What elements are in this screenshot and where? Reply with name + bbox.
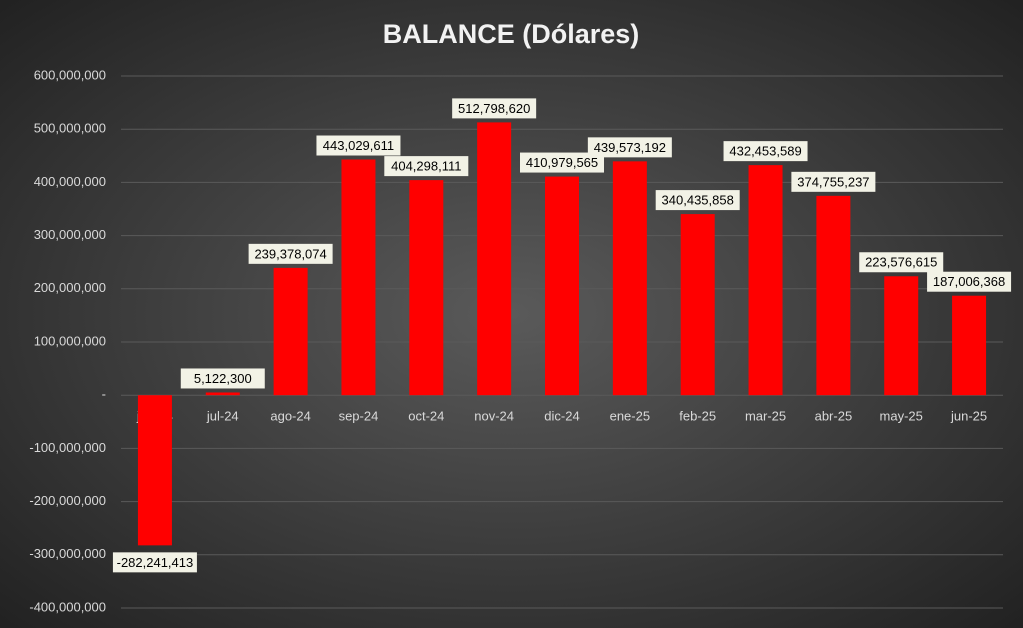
x-tick-label: dic-24: [544, 409, 579, 424]
y-tick-label: -: [102, 387, 106, 402]
data-label-box: [927, 271, 1012, 292]
data-label-box: [723, 141, 808, 162]
bar: [409, 180, 444, 396]
bar: [137, 395, 172, 546]
bar: [477, 122, 512, 396]
y-tick-label: 100,000,000: [34, 333, 106, 348]
bar: [816, 195, 851, 396]
data-label-box: [316, 135, 401, 156]
x-tick-label: nov-24: [474, 409, 514, 424]
y-tick-label: -200,000,000: [29, 493, 106, 508]
data-label: 5,122,300: [194, 371, 252, 386]
y-tick-label: -300,000,000: [29, 546, 106, 561]
x-tick-label: jul-24: [206, 409, 239, 424]
data-label: 223,576,615: [865, 255, 937, 270]
data-label: -282,241,413: [117, 555, 194, 570]
bar: [273, 267, 308, 396]
data-label: 443,029,611: [323, 138, 394, 153]
bar: [680, 214, 715, 396]
y-tick-label: -400,000,000: [29, 599, 106, 614]
x-tick-label: feb-25: [679, 409, 716, 424]
bar: [884, 276, 919, 396]
data-label-box: [452, 98, 537, 119]
data-label: 432,453,589: [729, 144, 801, 159]
data-label: 512,798,620: [458, 101, 530, 116]
x-tick-label: jun-25: [950, 409, 987, 424]
data-label-box: [248, 243, 333, 264]
x-tick-label: may-25: [880, 409, 923, 424]
data-label-box: [520, 152, 604, 173]
x-tick-label: ene-25: [610, 409, 650, 424]
data-label: 410,979,565: [526, 155, 598, 170]
data-label-box: [791, 171, 876, 192]
bar: [952, 295, 987, 396]
chart-title: BALANCE (Dólares): [383, 19, 640, 49]
x-tick-label: mar-25: [745, 409, 786, 424]
bar: [341, 159, 376, 396]
data-label: 340,435,858: [662, 193, 734, 208]
data-label: 439,573,192: [594, 140, 666, 155]
data-label: 239,378,074: [254, 246, 326, 261]
bar: [545, 176, 579, 396]
y-tick-label: 400,000,000: [34, 174, 106, 189]
data-label-box: [655, 190, 740, 211]
y-tick-label: -100,000,000: [29, 440, 106, 455]
bar: [205, 392, 240, 396]
data-label-box: [384, 156, 469, 177]
data-label: 187,006,368: [933, 274, 1005, 289]
x-tick-label: sep-24: [339, 409, 379, 424]
x-tick-label: oct-24: [408, 409, 444, 424]
x-tick-label: ago-24: [270, 409, 310, 424]
bar: [748, 165, 783, 396]
y-tick-label: 600,000,000: [34, 67, 106, 82]
y-tick-label: 300,000,000: [34, 227, 106, 242]
y-tick-label: 200,000,000: [34, 280, 106, 295]
data-label-box: [180, 368, 265, 389]
data-label-box: [112, 552, 197, 573]
bar: [612, 161, 647, 396]
y-tick-label: 500,000,000: [34, 121, 106, 136]
data-label-box: [587, 137, 672, 158]
data-label: 374,755,237: [797, 174, 869, 189]
data-label-box: [859, 252, 944, 273]
data-label: 404,298,111: [391, 159, 461, 174]
x-tick-label: abr-25: [815, 409, 853, 424]
